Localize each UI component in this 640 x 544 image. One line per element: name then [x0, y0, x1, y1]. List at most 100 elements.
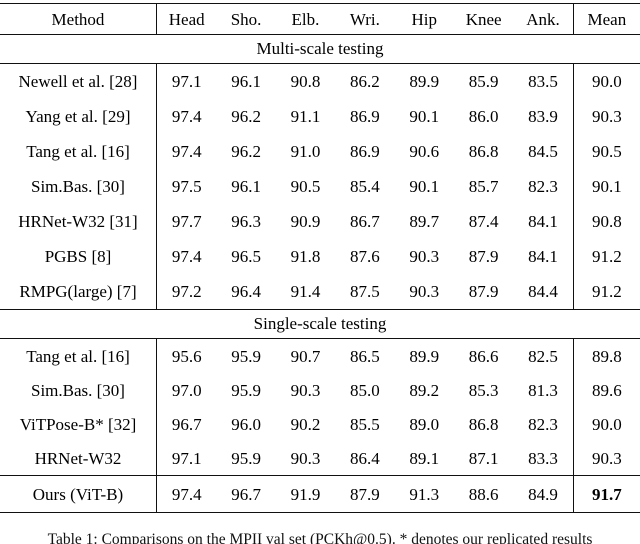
table-row: RMPG(large) [7] 97.2 96.4 91.4 87.5 90.3 87.9 8… [0, 274, 640, 309]
score-cell: 91.8 [290, 247, 321, 266]
score-cell: 89.2 [409, 380, 440, 400]
score-cell: 90.3 [409, 247, 440, 266]
section-title-row: Single-scale testing [0, 309, 640, 339]
score-cell: 84.5 [528, 142, 558, 161]
score-cell: 89.9 [409, 72, 440, 91]
column-header-shoulder: Sho. [230, 9, 262, 29]
mean-cell: 91.2 [572, 239, 640, 274]
column-header-mean: Mean [572, 4, 640, 34]
score-cell: 90.5 [290, 177, 321, 196]
method-cell: ViTPose-B* [32] [0, 407, 157, 441]
score-cell: 91.4 [290, 282, 321, 301]
table-row: Newell et al. [28] 97.1 96.1 90.8 86.2 89.9 85… [0, 64, 640, 99]
score-cell: 89.7 [409, 212, 440, 231]
method-cell: Tang et al. [16] [0, 339, 157, 373]
column-header-method: Method [0, 4, 157, 34]
score-cell: 96.1 [231, 72, 261, 91]
score-cell: 85.3 [468, 380, 499, 400]
score-cell: 87.1 [468, 448, 499, 468]
mean-cell: 90.0 [572, 64, 640, 99]
method-cell: HRNet-W32 [0, 441, 157, 475]
section-title: Multi-scale testing [256, 39, 384, 58]
score-cell: 97.1 [171, 448, 202, 468]
score-cell: 89.0 [409, 414, 440, 434]
mean-cell: 90.3 [572, 441, 640, 475]
score-cell: 97.5 [171, 177, 202, 196]
table-row: Sim.Bas. [30] 97.5 96.1 90.5 85.4 90.1 85.7 82.… [0, 169, 640, 204]
section-rows: Newell et al. [28] 97.1 96.1 90.8 86.2 89.9 85… [0, 64, 640, 309]
score-cell: 97.4 [171, 484, 202, 504]
mean-cell: 91.7 [572, 476, 640, 512]
table-row: Tang et al. [16] 97.4 96.2 91.0 86.9 90.6 86.8… [0, 134, 640, 169]
score-cell: 96.3 [231, 212, 261, 231]
score-cell: 90.2 [290, 414, 321, 434]
score-cell: 87.9 [349, 484, 380, 504]
mean-cell: 90.3 [572, 99, 640, 134]
table-caption: Table 1: Comparisons on the MPII val set… [47, 531, 593, 544]
method-cell: Newell et al. [28] [0, 64, 157, 99]
score-cell: 87.5 [349, 282, 380, 301]
score-cell: 97.4 [171, 142, 202, 161]
score-cell: 83.5 [528, 72, 558, 91]
column-header-wrist: Wri. [349, 9, 380, 29]
section-title-row: Multi-scale testing [0, 35, 640, 64]
score-cell: 96.0 [231, 414, 261, 434]
score-cell: 96.1 [231, 177, 261, 196]
score-cell: 96.2 [231, 142, 261, 161]
mean-cell: 90.5 [572, 134, 640, 169]
score-cell: 91.0 [290, 142, 321, 161]
score-cell: 86.4 [349, 448, 380, 468]
score-cell: 91.3 [409, 484, 440, 504]
score-cell: 87.6 [349, 247, 380, 266]
method-cell: HRNet-W32 [31] [0, 204, 157, 239]
method-cell: Sim.Bas. [30] [0, 373, 157, 407]
mean-cell: 89.6 [572, 373, 640, 407]
mean-cell: 90.1 [572, 169, 640, 204]
score-cell: 96.2 [231, 107, 261, 126]
method-cell: Sim.Bas. [30] [0, 169, 157, 204]
mean-cell: 90.8 [572, 204, 640, 239]
score-cell: 85.0 [349, 380, 380, 400]
score-cell: 85.9 [468, 72, 499, 91]
column-header-elbow: Elb. [291, 9, 320, 29]
method-cell: Tang et al. [16] [0, 134, 157, 169]
score-cell: 96.5 [231, 247, 261, 266]
section-single-scale: Single-scale testing Tang et al. [16] 95.… [0, 309, 640, 475]
score-cell: 86.2 [349, 72, 380, 91]
score-cell: 88.6 [468, 484, 499, 504]
score-cell: 89.1 [409, 448, 440, 468]
table-header-row: Method Head Sho. Elb. Wri. Hip Knee Ank.… [0, 4, 640, 35]
score-cell: 85.4 [349, 177, 380, 196]
method-cell: Yang et al. [29] [0, 99, 157, 134]
score-cell: 84.9 [528, 484, 558, 504]
mean-cell: 91.2 [572, 274, 640, 309]
score-cell: 87.4 [468, 212, 499, 231]
score-cell: 82.3 [528, 177, 558, 196]
score-cell: 87.9 [468, 282, 499, 301]
section-title: Single-scale testing [253, 314, 387, 333]
section-rows: Tang et al. [16] 95.6 95.9 90.7 86.5 89.9 86.6… [0, 339, 640, 475]
score-cell: 97.1 [171, 72, 202, 91]
score-cell: 97.7 [171, 212, 202, 231]
method-cell: RMPG(large) [7] [0, 274, 157, 309]
column-header-knee: Knee [465, 9, 502, 29]
score-cell: 86.5 [349, 346, 380, 366]
score-cell: 96.7 [231, 484, 261, 504]
score-cell: 91.9 [290, 484, 321, 504]
column-header-ankle: Ank. [526, 9, 560, 29]
score-cell: 83.9 [528, 107, 558, 126]
score-cell: 90.3 [290, 380, 321, 400]
section-multi-scale: Multi-scale testing Newell et al. [28] 97… [0, 35, 640, 309]
score-cell: 96.7 [171, 414, 202, 434]
score-cell: 90.3 [409, 282, 440, 301]
table-row: Tang et al. [16] 95.6 95.9 90.7 86.5 89.9 86.6… [0, 339, 640, 373]
column-header-head: Head [168, 9, 205, 29]
score-cell: 86.9 [349, 142, 380, 161]
score-cell: 82.3 [528, 414, 558, 434]
score-cell: 91.1 [290, 107, 321, 126]
score-cell: 89.9 [409, 346, 440, 366]
score-cell: 81.3 [528, 380, 558, 400]
score-cell: 97.0 [171, 380, 202, 400]
method-cell: PGBS [8] [0, 239, 157, 274]
